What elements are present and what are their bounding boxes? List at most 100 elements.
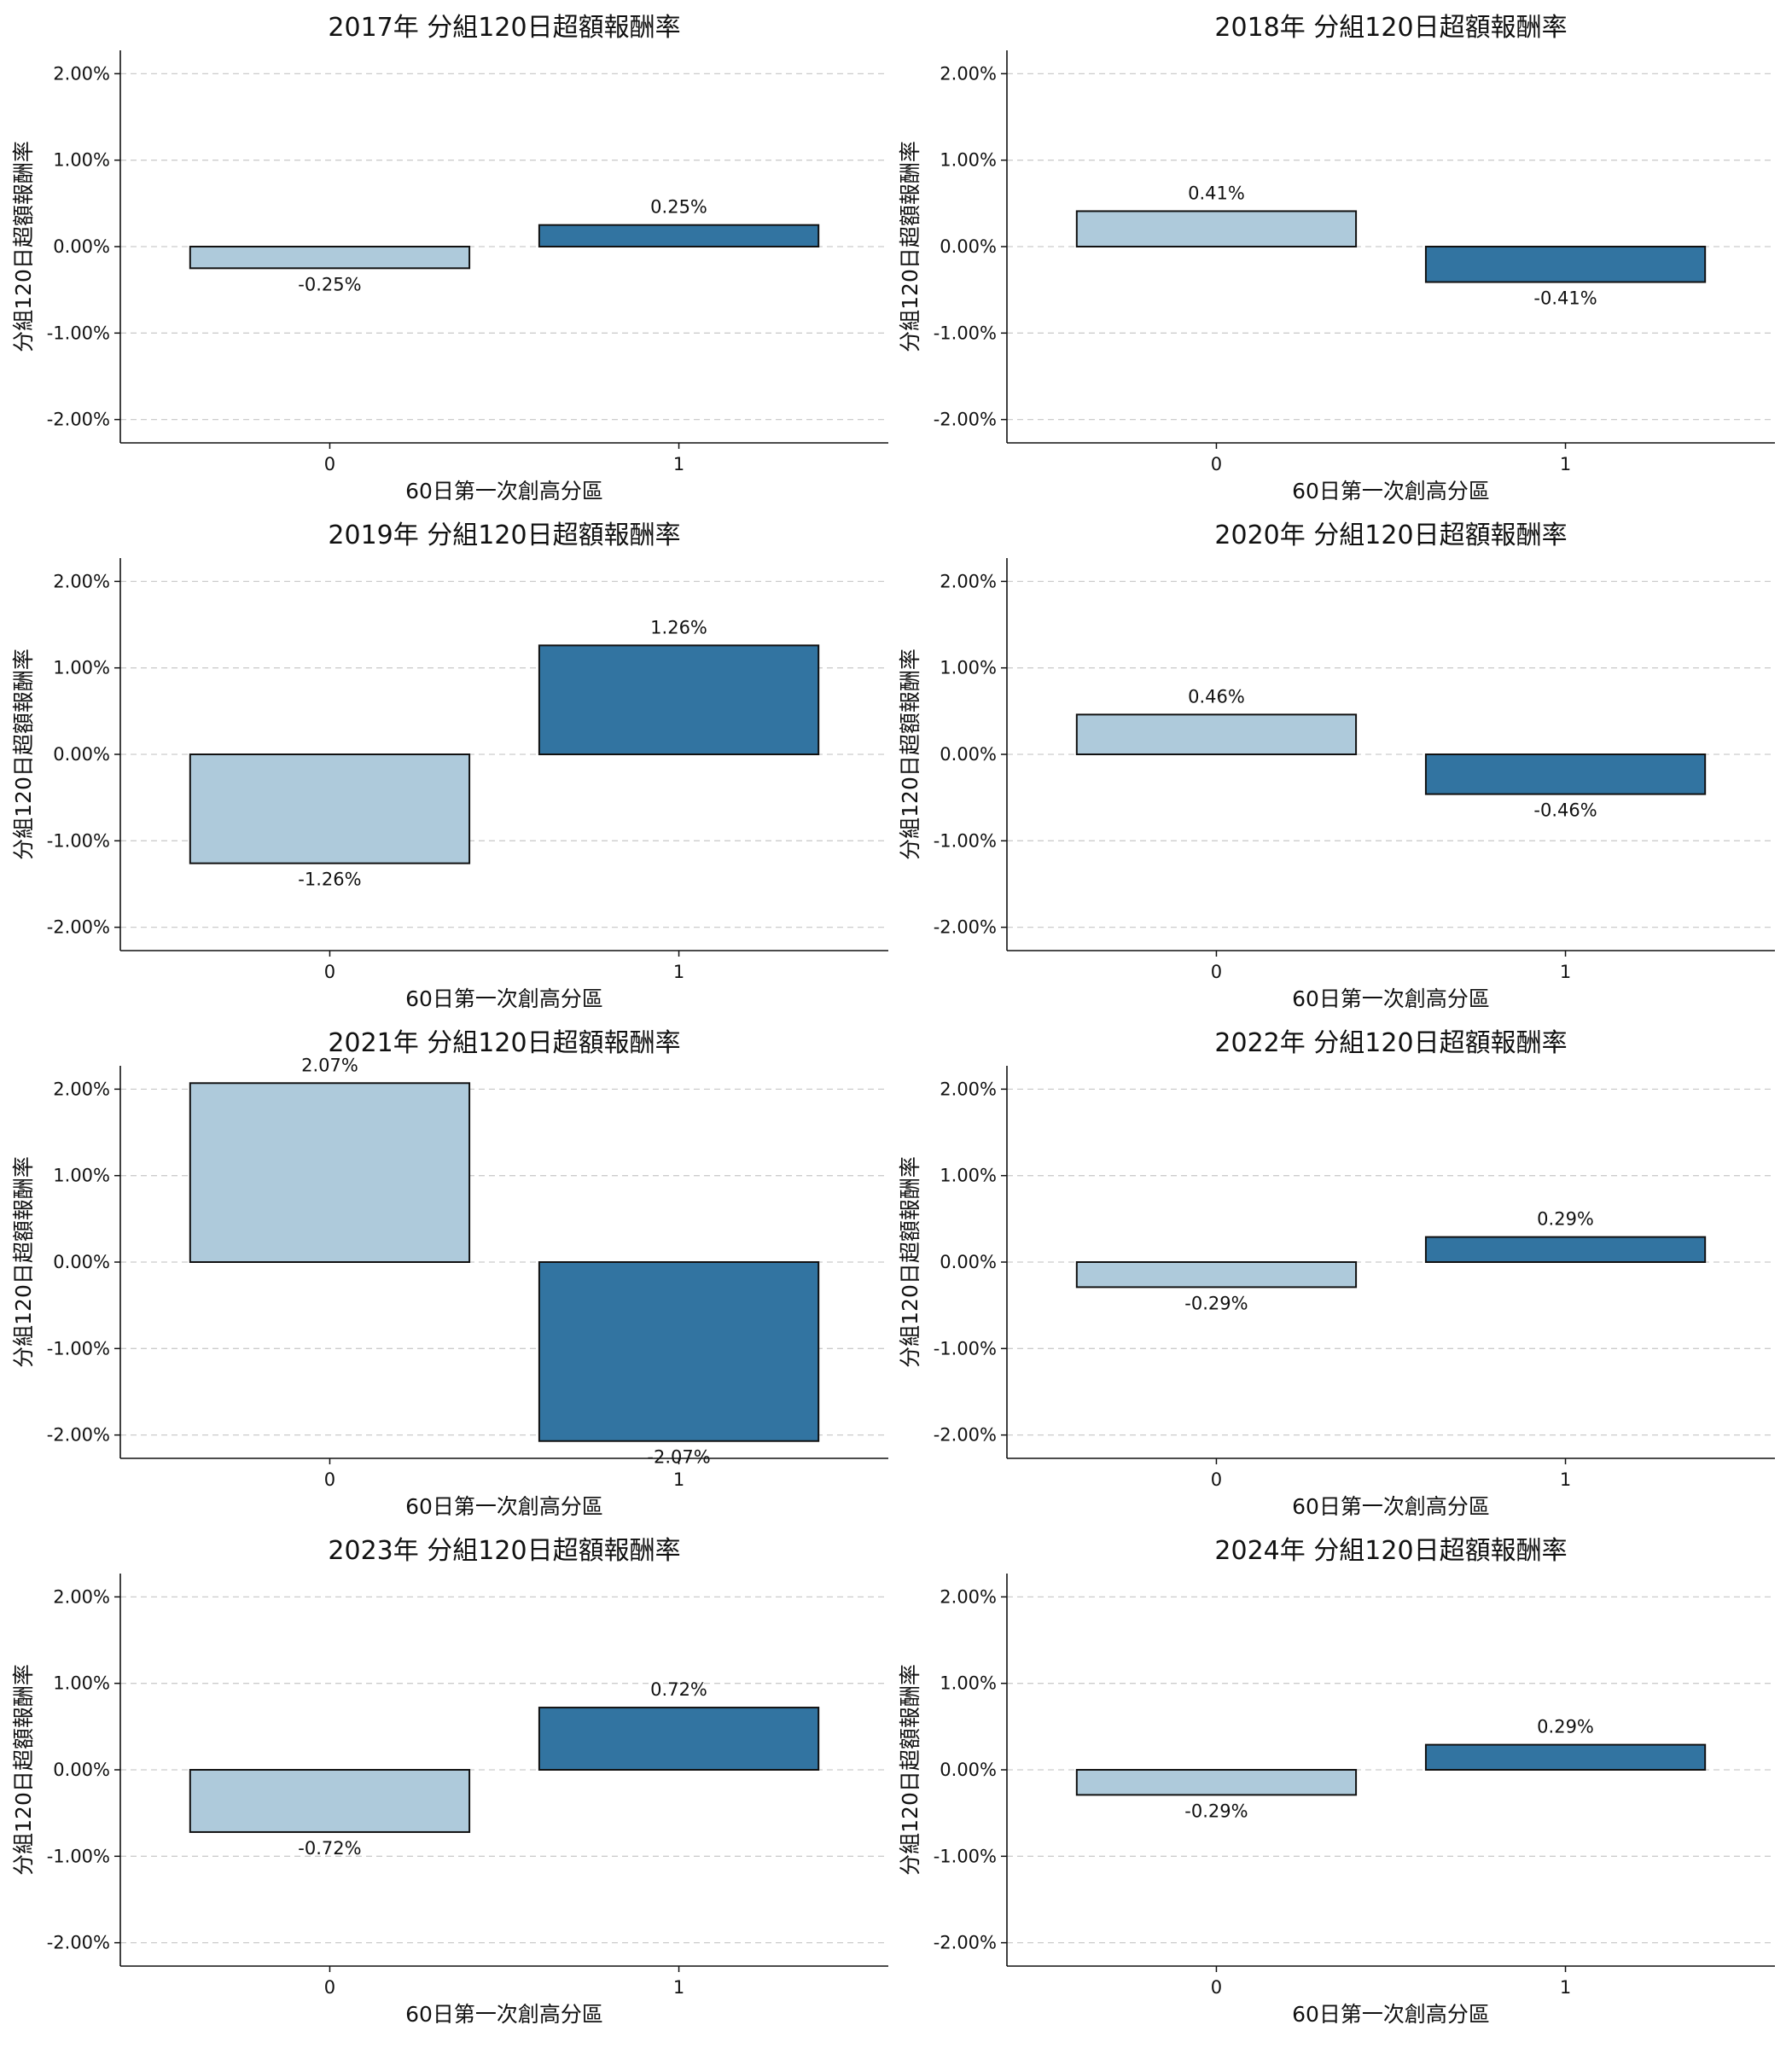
y-tick-label: -1.00% bbox=[47, 323, 110, 343]
data-label: 0.72% bbox=[650, 1679, 707, 1700]
y-axis-label: 分組120日超額報酬率 bbox=[11, 141, 36, 352]
chart-panel-0: -2.00% -1.00% 0.00% 1.00% 2.00% 0 1 -0.25% 0.25%… bbox=[11, 13, 888, 503]
chart-title: 2019年 分組120日超額報酬率 bbox=[328, 521, 680, 550]
data-label: 1.26% bbox=[650, 617, 707, 637]
data-label: -0.25% bbox=[298, 274, 361, 294]
x-axis-label: 60日第一次創高分區 bbox=[1292, 2002, 1490, 2027]
bar bbox=[538, 224, 820, 248]
x-tick-label: 1 bbox=[673, 1977, 684, 1998]
y-tick-label: 2.00% bbox=[940, 1586, 997, 1607]
y-tick-label: 2.00% bbox=[940, 571, 997, 591]
y-axis-label: 分組120日超額報酬率 bbox=[11, 649, 36, 860]
chart-title: 2017年 分組120日超額報酬率 bbox=[328, 13, 680, 43]
x-tick-label: 0 bbox=[1211, 454, 1222, 474]
y-tick-label: -2.00% bbox=[934, 1933, 997, 1953]
data-label: -2.07% bbox=[647, 1447, 710, 1468]
x-axis-label: 60日第一次創高分區 bbox=[1292, 1494, 1490, 1519]
chart-panel-2: -2.00% -1.00% 0.00% 1.00% 2.00% 0 1 -1.26% 1.26%… bbox=[11, 521, 888, 1011]
y-tick-label: 1.00% bbox=[53, 1673, 110, 1694]
y-tick-label: 0.00% bbox=[940, 1252, 997, 1272]
data-label: 0.29% bbox=[1537, 1209, 1594, 1230]
chart-title: 2024年 分組120日超額報酬率 bbox=[1214, 1536, 1567, 1566]
data-label: -0.29% bbox=[1184, 1293, 1248, 1313]
y-tick-label: -1.00% bbox=[934, 323, 997, 343]
chart-title: 2022年 分組120日超額報酬率 bbox=[1214, 1028, 1567, 1058]
data-label: 0.41% bbox=[1188, 183, 1245, 203]
chart-title: 2021年 分組120日超額報酬率 bbox=[328, 1028, 680, 1058]
chart-panel-1: -2.00% -1.00% 0.00% 1.00% 2.00% 0 1 0.41% -0.41%… bbox=[898, 13, 1775, 503]
data-label: 0.46% bbox=[1188, 686, 1245, 707]
x-tick-label: 0 bbox=[324, 1977, 335, 1998]
x-tick-label: 1 bbox=[1560, 962, 1571, 982]
y-tick-label: -2.00% bbox=[47, 917, 110, 938]
bar bbox=[189, 753, 471, 864]
bar bbox=[1424, 753, 1707, 795]
bar bbox=[1424, 1236, 1707, 1263]
bar bbox=[1424, 246, 1707, 283]
data-label: -0.72% bbox=[298, 1838, 361, 1859]
x-tick-label: 1 bbox=[1560, 454, 1571, 474]
y-tick-label: 1.00% bbox=[940, 1673, 997, 1694]
y-tick-label: -1.00% bbox=[934, 1338, 997, 1359]
bar bbox=[1075, 210, 1358, 247]
y-axis-label: 分組120日超額報酬率 bbox=[898, 649, 922, 860]
data-label: 0.25% bbox=[650, 197, 707, 218]
y-axis-label: 分組120日超額報酬率 bbox=[11, 1156, 36, 1368]
x-axis-label: 60日第一次創高分區 bbox=[1292, 986, 1490, 1011]
y-tick-label: -1.00% bbox=[934, 830, 997, 851]
data-label: -1.26% bbox=[298, 870, 361, 890]
y-axis-label: 分組120日超額報酬率 bbox=[898, 1664, 922, 1876]
y-tick-label: 1.00% bbox=[53, 658, 110, 678]
chart-panel-5: -2.00% -1.00% 0.00% 1.00% 2.00% 0 1 -0.29% 0.29%… bbox=[898, 1028, 1775, 1519]
x-tick-label: 0 bbox=[324, 962, 335, 982]
y-tick-label: 0.00% bbox=[53, 744, 110, 765]
bar bbox=[189, 1769, 471, 1833]
x-tick-label: 1 bbox=[1560, 1977, 1571, 1998]
bar bbox=[538, 1261, 820, 1442]
chart-panel-7: -2.00% -1.00% 0.00% 1.00% 2.00% 0 1 -0.29% 0.29%… bbox=[898, 1536, 1775, 2027]
y-tick-label: -2.00% bbox=[47, 1425, 110, 1446]
y-tick-label: 1.00% bbox=[940, 150, 997, 171]
bar bbox=[538, 1707, 820, 1771]
x-tick-label: 1 bbox=[673, 454, 684, 474]
data-label: -0.29% bbox=[1184, 1801, 1248, 1821]
y-tick-label: 0.00% bbox=[53, 236, 110, 257]
y-tick-label: -2.00% bbox=[934, 1425, 997, 1446]
y-tick-label: -2.00% bbox=[934, 410, 997, 430]
bar bbox=[1424, 1743, 1707, 1771]
chart-panel-6: -2.00% -1.00% 0.00% 1.00% 2.00% 0 1 -0.72% 0.72%… bbox=[11, 1536, 888, 2027]
y-tick-label: 2.00% bbox=[53, 63, 110, 84]
y-tick-label: 0.00% bbox=[53, 1252, 110, 1272]
y-tick-label: -2.00% bbox=[47, 410, 110, 430]
x-tick-label: 1 bbox=[673, 962, 684, 982]
y-tick-label: 0.00% bbox=[940, 744, 997, 765]
y-tick-label: 0.00% bbox=[53, 1760, 110, 1780]
chart-panel-4: -2.00% -1.00% 0.00% 1.00% 2.00% 0 1 2.07% -2.07%… bbox=[11, 1028, 888, 1519]
y-tick-label: -1.00% bbox=[934, 1846, 997, 1866]
y-tick-label: -2.00% bbox=[47, 1933, 110, 1953]
y-tick-label: 1.00% bbox=[53, 1166, 110, 1186]
x-axis-label: 60日第一次創高分區 bbox=[405, 986, 603, 1011]
data-label: -0.46% bbox=[1533, 800, 1597, 821]
y-tick-label: -2.00% bbox=[934, 917, 997, 938]
y-tick-label: -1.00% bbox=[47, 1338, 110, 1359]
chart-panel-3: -2.00% -1.00% 0.00% 1.00% 2.00% 0 1 0.46% -0.46%… bbox=[898, 521, 1775, 1011]
y-tick-label: 2.00% bbox=[53, 1586, 110, 1607]
y-tick-label: 2.00% bbox=[53, 571, 110, 591]
y-tick-label: 1.00% bbox=[53, 150, 110, 171]
x-axis-label: 60日第一次創高分區 bbox=[1292, 479, 1490, 503]
x-tick-label: 1 bbox=[673, 1469, 684, 1490]
chart-title: 2023年 分組120日超額報酬率 bbox=[328, 1536, 680, 1566]
y-axis-label: 分組120日超額報酬率 bbox=[898, 1156, 922, 1368]
x-tick-label: 0 bbox=[324, 454, 335, 474]
x-axis-label: 60日第一次創高分區 bbox=[405, 1494, 603, 1519]
y-tick-label: 2.00% bbox=[53, 1079, 110, 1099]
x-tick-label: 0 bbox=[1211, 962, 1222, 982]
x-axis-label: 60日第一次創高分區 bbox=[405, 2002, 603, 2027]
chart-title: 2018年 分組120日超額報酬率 bbox=[1214, 13, 1567, 43]
bar bbox=[189, 1082, 471, 1263]
y-tick-label: 0.00% bbox=[940, 1760, 997, 1780]
y-tick-label: 1.00% bbox=[940, 658, 997, 678]
y-axis-label: 分組120日超額報酬率 bbox=[11, 1664, 36, 1876]
